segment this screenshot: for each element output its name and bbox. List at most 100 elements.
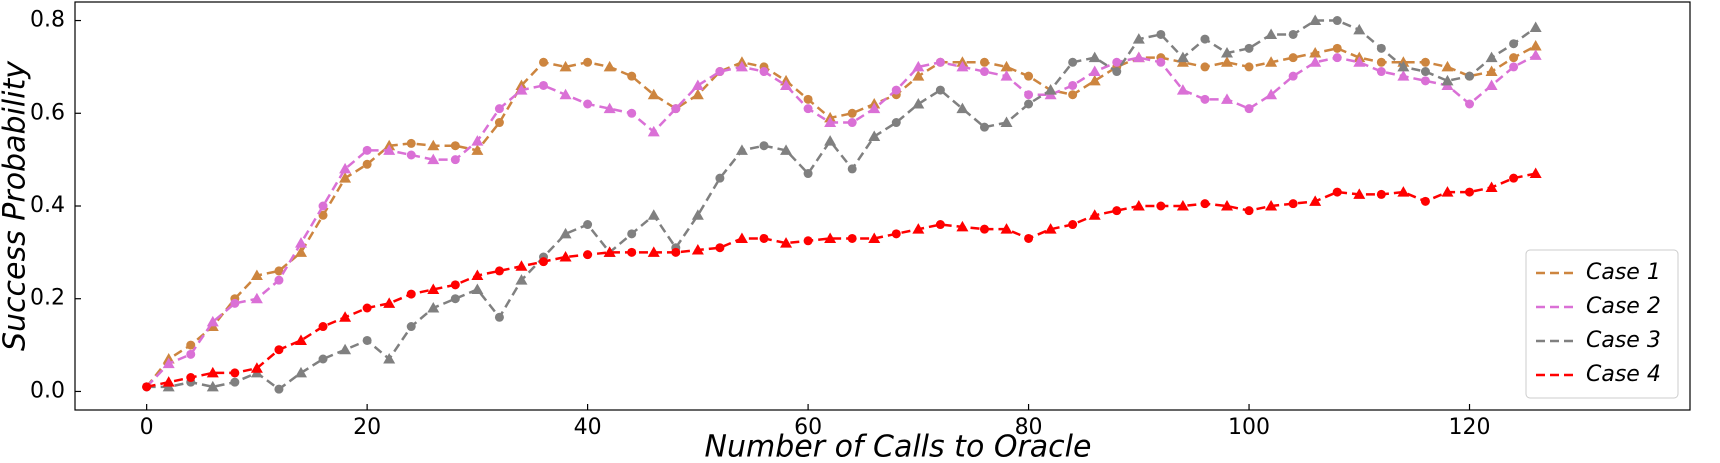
point [1309, 47, 1322, 58]
point [1420, 57, 1430, 67]
point [868, 102, 881, 114]
point [1332, 43, 1342, 53]
point [450, 294, 460, 304]
point [362, 145, 372, 155]
point [1244, 43, 1254, 53]
point [647, 125, 660, 137]
point [186, 349, 196, 359]
point [274, 266, 284, 276]
point [1176, 84, 1189, 95]
point [318, 201, 328, 211]
point [847, 233, 857, 243]
point [1309, 56, 1322, 67]
point [186, 340, 196, 350]
point [1509, 39, 1519, 49]
y-tick-label: 0.4 [30, 193, 65, 218]
point [1024, 233, 1034, 243]
point [1068, 80, 1078, 90]
point [647, 88, 660, 100]
point [250, 362, 263, 373]
x-tick-label: 80 [1015, 415, 1043, 440]
point [847, 108, 857, 118]
point [671, 247, 681, 257]
point [1309, 195, 1322, 206]
point [250, 269, 263, 281]
point [339, 343, 352, 355]
point [715, 67, 725, 77]
point [583, 220, 593, 230]
point [1112, 206, 1122, 216]
point [515, 274, 528, 285]
y-tick-label: 0.0 [30, 378, 65, 403]
point [824, 232, 837, 243]
point [1088, 209, 1101, 220]
point [318, 322, 328, 332]
point [956, 102, 969, 114]
point [1529, 21, 1542, 32]
point [515, 84, 528, 95]
point [362, 159, 372, 169]
point [1485, 181, 1498, 192]
point [1156, 29, 1166, 39]
x-axis-label: Number of Calls to Oracle [705, 430, 1092, 463]
point [1332, 187, 1342, 197]
point [1024, 71, 1034, 81]
point [956, 60, 969, 72]
point [230, 368, 240, 378]
point [759, 141, 769, 151]
point [1112, 57, 1122, 67]
point [935, 220, 945, 230]
point [803, 169, 813, 179]
point [1485, 79, 1498, 90]
point [715, 173, 725, 183]
point [1397, 186, 1410, 197]
series [142, 14, 1542, 394]
point [979, 67, 989, 77]
point [803, 94, 813, 104]
point [847, 118, 857, 128]
point [1529, 40, 1542, 51]
point [383, 144, 396, 155]
series-line [146, 172, 1536, 389]
point [979, 57, 989, 67]
point [515, 260, 528, 271]
point [206, 315, 219, 327]
point [1156, 57, 1166, 67]
point [539, 80, 549, 90]
point [1220, 56, 1233, 67]
point [1220, 47, 1233, 58]
point [715, 243, 725, 253]
point [603, 102, 616, 114]
point [691, 244, 704, 255]
point [1244, 206, 1254, 216]
point [1244, 104, 1254, 114]
point [362, 335, 372, 345]
point [627, 108, 637, 118]
point [1420, 76, 1430, 86]
point [759, 233, 769, 243]
point [1200, 62, 1210, 72]
point [450, 280, 460, 290]
point [1176, 200, 1189, 211]
point [780, 237, 793, 248]
point [230, 377, 240, 387]
point [559, 227, 572, 239]
point [1068, 57, 1078, 67]
point [427, 283, 440, 294]
point [1332, 53, 1342, 63]
point [1000, 116, 1013, 128]
point [274, 275, 284, 285]
point [1000, 60, 1013, 72]
point [339, 162, 352, 174]
point [1244, 62, 1254, 72]
point [780, 144, 793, 155]
y-tick-label: 0.6 [30, 100, 65, 125]
point [1288, 29, 1298, 39]
point [868, 232, 881, 243]
legend-label: Case 2 [1586, 294, 1661, 319]
series [142, 40, 1542, 392]
point [912, 223, 925, 234]
point [471, 269, 484, 281]
point [206, 366, 219, 378]
